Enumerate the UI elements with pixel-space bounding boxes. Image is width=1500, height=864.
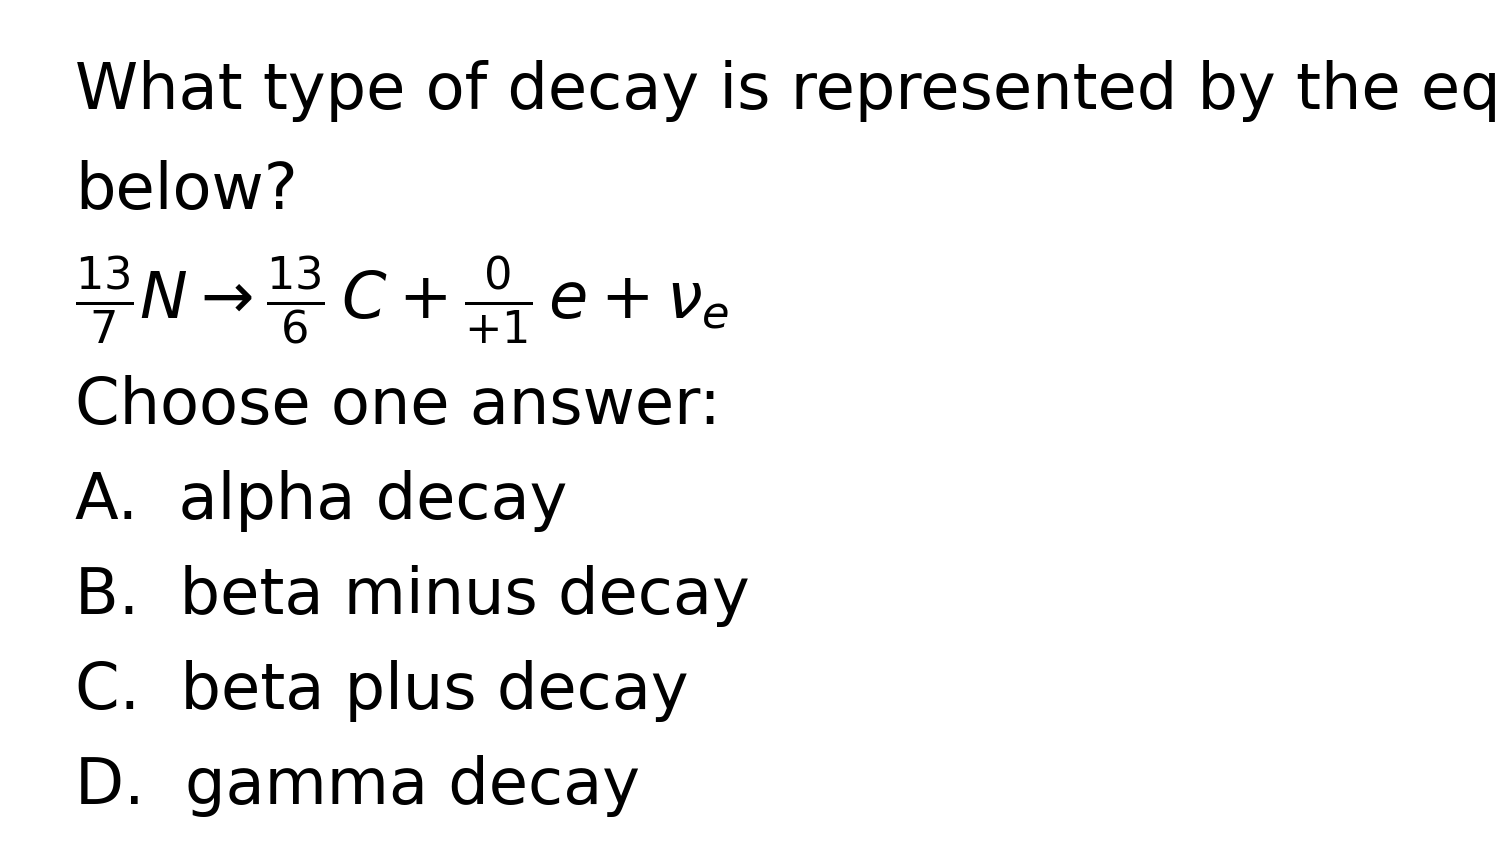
Text: C.  beta plus decay: C. beta plus decay [75, 660, 688, 722]
Text: $\mathit{\frac{13}{7}N} \rightarrow\mathit{\frac{13}{6}\,C} +\mathit{\frac{0}{+1: $\mathit{\frac{13}{7}N} \rightarrow\math… [75, 255, 729, 346]
Text: B.  beta minus decay: B. beta minus decay [75, 565, 750, 627]
Text: D.  gamma decay: D. gamma decay [75, 755, 640, 817]
Text: What type of decay is represented by the equation: What type of decay is represented by the… [75, 60, 1500, 122]
Text: below?: below? [75, 160, 297, 222]
Text: A.  alpha decay: A. alpha decay [75, 470, 567, 532]
Text: Choose one answer:: Choose one answer: [75, 375, 722, 437]
